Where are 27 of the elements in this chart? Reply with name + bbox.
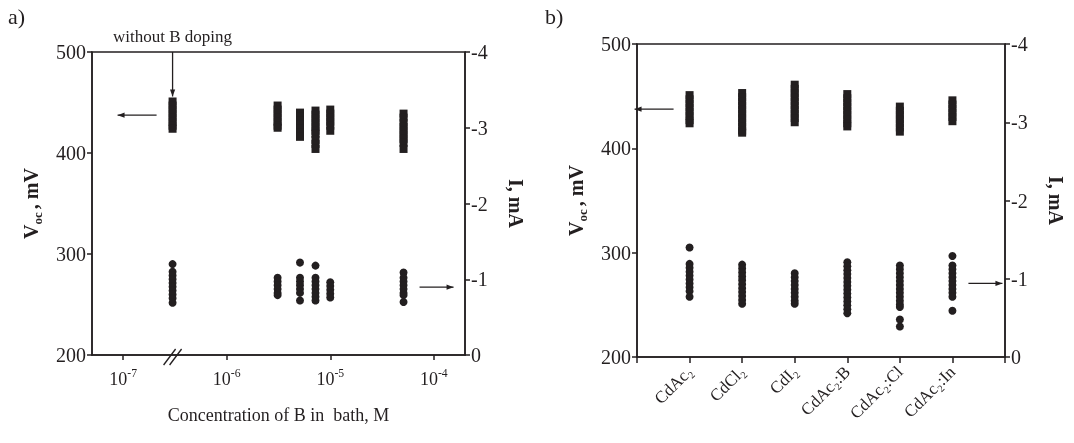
- y-axis-title: Voc, mV: [20, 167, 45, 239]
- y2-tick-label: -3: [471, 116, 488, 139]
- y2-axis-title: I, mA: [505, 179, 527, 229]
- y2-tick-label: -1: [1011, 267, 1028, 290]
- y2-tick-label: 0: [471, 344, 481, 366]
- y2-tick-label: -4: [471, 41, 488, 63]
- text: b): [545, 4, 564, 29]
- x-axis-title: Concentration of B in bath, M: [167, 405, 390, 425]
- y2-tick-label: -2: [471, 192, 488, 215]
- y-tick-label: 500: [601, 33, 631, 55]
- y-tick-label: 200: [56, 344, 86, 366]
- y2-tick-label: -2: [1011, 189, 1028, 212]
- y-tick-label: 400: [601, 137, 631, 160]
- y2-tick-label: 0: [1011, 346, 1021, 368]
- y2-axis-title: I, mA: [1045, 176, 1067, 226]
- y-axis-title: Voc, mV: [565, 164, 590, 236]
- y-tick-label: 300: [601, 241, 631, 264]
- y-tick-label: 300: [56, 243, 86, 265]
- y-tick-label: 200: [601, 346, 631, 368]
- y-tick-label: 500: [56, 41, 86, 63]
- y2-tick-label: -1: [471, 268, 488, 291]
- y-tick-label: 400: [56, 142, 86, 164]
- text: a): [8, 4, 26, 29]
- annotation: without B doping: [113, 27, 233, 46]
- x-tick-label: CdI₂: [765, 362, 802, 398]
- y2-tick-label: -4: [1011, 33, 1028, 55]
- y2-tick-label: -3: [1011, 111, 1028, 134]
